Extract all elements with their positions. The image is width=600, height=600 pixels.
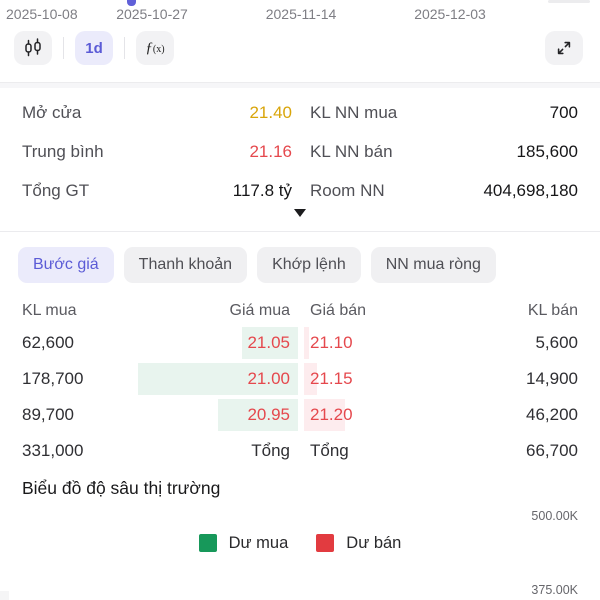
buy-price: 20.95 xyxy=(247,405,290,424)
buy-depth-bar xyxy=(218,399,298,431)
stat-value: 404,698,180 xyxy=(483,180,578,200)
y-axis-tick: 500.00K xyxy=(531,509,578,523)
stat-label: Room NN xyxy=(310,180,385,200)
stat-value: 185,600 xyxy=(516,141,578,161)
section-divider xyxy=(0,231,600,232)
chart-toolbar: 1d ƒ(x) xyxy=(14,31,174,65)
stat-label: Mở cửa xyxy=(22,102,82,122)
expand-icon xyxy=(554,38,574,58)
candlestick-icon xyxy=(23,38,43,58)
toolbar-divider xyxy=(124,37,125,59)
stat-label: Trung bình xyxy=(22,141,104,161)
order-book-header: KL mua Giá mua Giá bán KL bán xyxy=(0,299,600,323)
depth-chart-title: Biểu đồ độ sâu thị trường xyxy=(22,478,221,498)
order-book: 62,600 21.05 21.10 5,600 178,700 21.00 2… xyxy=(0,325,600,469)
cutoff-text-fragment xyxy=(548,0,590,3)
collapse-toggle-icon[interactable] xyxy=(294,209,306,217)
buy-price-cell[interactable]: 20.95 xyxy=(152,397,298,433)
tab-khop-lenh[interactable]: Khớp lệnh xyxy=(257,247,361,283)
buy-price: 21.05 xyxy=(247,333,290,352)
tab-thanh-khoan[interactable]: Thanh khoản xyxy=(123,247,248,283)
sell-price: 21.10 xyxy=(310,333,353,352)
total-label: Tổng xyxy=(310,441,349,460)
buy-depth-bar xyxy=(242,327,298,359)
stat-value-total: 117.8 tỷ xyxy=(232,180,292,200)
stat-label: KL NN bán xyxy=(310,141,393,161)
sell-price-cell[interactable]: 21.10 xyxy=(298,325,438,361)
sell-price: 21.20 xyxy=(310,405,353,424)
axis-date: 2025-10-27 xyxy=(116,6,188,22)
order-book-row: 89,700 20.95 21.20 46,200 xyxy=(0,397,600,433)
stat-label: KL NN mua xyxy=(310,102,398,122)
legend-item-du-ban[interactable]: Dư bán xyxy=(316,534,401,553)
summary-row: Trung bình 21.16 KL NN bán 185,600 xyxy=(0,132,600,171)
sell-volume: 46,200 xyxy=(526,405,578,424)
bid-legend-swatch-icon xyxy=(198,534,217,552)
order-book-totals-row: 331,000 Tổng Tổng 66,700 xyxy=(0,433,600,469)
tab-bar: Bước giá Thanh khoản Khớp lệnh NN mua rò… xyxy=(18,247,496,283)
buy-price-cell[interactable]: 21.05 xyxy=(152,325,298,361)
y-axis-tick: 375.00K xyxy=(531,583,578,597)
stat-value-open: 21.40 xyxy=(249,102,292,122)
interval-label: 1d xyxy=(85,39,103,57)
sell-volume: 5,600 xyxy=(535,333,578,352)
order-book-row: 178,700 21.00 21.15 14,900 xyxy=(0,361,600,397)
axis-date: 2025-11-14 xyxy=(265,6,337,22)
sell-price-cell[interactable]: 21.20 xyxy=(298,397,438,433)
axis-date: 2025-10-08 xyxy=(6,6,78,22)
interval-button[interactable]: 1d xyxy=(75,31,113,65)
summary-row: Mở cửa 21.40 KL NN mua 700 xyxy=(0,93,600,132)
buy-depth-bar xyxy=(138,363,298,395)
sell-price-cell[interactable]: 21.15 xyxy=(298,361,438,397)
legend-label: Dư mua xyxy=(228,533,289,552)
total-buy-volume: 331,000 xyxy=(22,441,84,460)
order-book-row: 62,600 21.05 21.10 5,600 xyxy=(0,325,600,361)
column-header: KL bán xyxy=(527,302,578,319)
sell-depth-bar xyxy=(304,399,345,431)
column-header: Giá mua xyxy=(229,302,290,319)
total-sell-volume: 66,700 xyxy=(526,441,578,460)
axis-date: 2025-12-03 xyxy=(414,6,486,22)
chart-corner-fragment xyxy=(0,591,9,600)
column-header: KL mua xyxy=(22,302,77,319)
buy-volume: 178,700 xyxy=(22,369,84,388)
section-divider xyxy=(0,82,600,88)
sell-depth-bar xyxy=(304,363,317,395)
buy-volume: 62,600 xyxy=(22,333,74,352)
buy-price: 21.00 xyxy=(247,369,290,388)
indicators-button[interactable]: ƒ(x) xyxy=(136,31,174,65)
depth-chart-legend: Dư mua Dư bán xyxy=(0,533,600,553)
sell-volume: 14,900 xyxy=(526,369,578,388)
chart-type-button[interactable] xyxy=(14,31,52,65)
tab-buoc-gia[interactable]: Bước giá xyxy=(18,247,114,283)
summary-row: Tổng GT 117.8 tỷ Room NN 404,698,180 xyxy=(0,171,600,210)
chart-marker-icon xyxy=(127,0,136,6)
legend-label: Dư bán xyxy=(346,533,402,552)
stat-label: Tổng GT xyxy=(22,180,90,200)
legend-item-du-mua[interactable]: Dư mua xyxy=(198,533,289,553)
function-icon: ƒ(x) xyxy=(145,39,165,56)
summary-stats: Mở cửa 21.40 KL NN mua 700 Trung bình 21… xyxy=(0,93,600,210)
column-header: Giá bán xyxy=(310,302,367,319)
expand-button[interactable] xyxy=(545,31,583,65)
stat-value-average: 21.16 xyxy=(249,141,292,161)
buy-volume: 89,700 xyxy=(22,405,74,424)
chart-x-axis: 2025-10-08 2025-10-27 2025-11-14 2025-12… xyxy=(0,6,600,24)
tab-nn-mua-rong[interactable]: NN mua ròng xyxy=(370,247,496,283)
sell-price: 21.15 xyxy=(310,369,353,388)
stat-value: 700 xyxy=(549,102,578,122)
toolbar-divider xyxy=(63,37,64,59)
ask-legend-swatch-icon xyxy=(316,534,335,552)
sell-depth-bar xyxy=(304,327,309,359)
buy-price-cell[interactable]: 21.00 xyxy=(138,361,298,397)
total-label: Tổng xyxy=(251,441,290,460)
